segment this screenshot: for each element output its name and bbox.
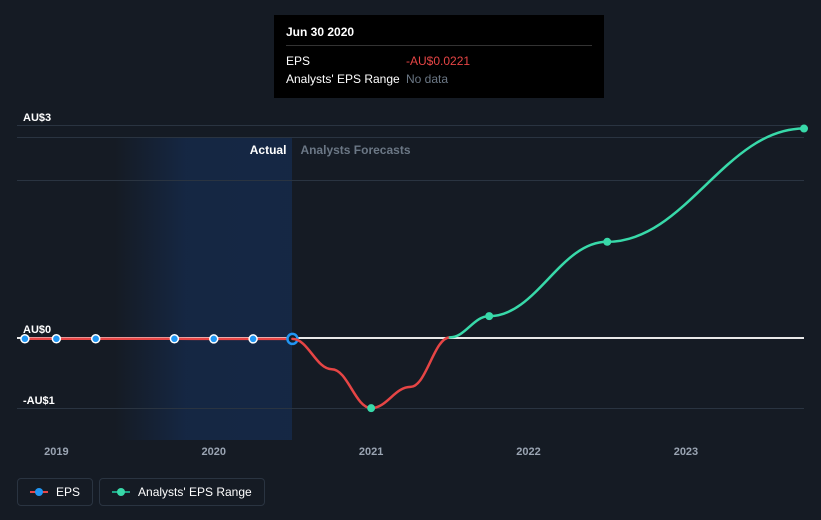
chart-tooltip: Jun 30 2020 EPS-AU$0.0221Analysts' EPS R… [274, 15, 604, 98]
legend-swatch-icon [30, 488, 48, 496]
tooltip-row-value: -AU$0.0221 [406, 54, 470, 68]
x-axis-tick-label: 2019 [44, 446, 68, 458]
x-axis-tick-label: 2021 [359, 446, 383, 458]
legend-item-label: EPS [56, 485, 80, 499]
series-line [292, 337, 449, 408]
chart-legend: EPS Analysts' EPS Range [17, 478, 265, 506]
legend-item-label: Analysts' EPS Range [138, 485, 252, 499]
x-axis-tick-label: 2020 [202, 446, 226, 458]
series-marker [52, 335, 60, 343]
legend-item[interactable]: Analysts' EPS Range [99, 478, 265, 506]
x-axis-tick-label: 2023 [674, 446, 698, 458]
legend-item[interactable]: EPS [17, 478, 93, 506]
legend-swatch-icon [112, 488, 130, 496]
tooltip-row: Analysts' EPS RangeNo data [286, 70, 592, 88]
series-marker [249, 335, 257, 343]
tooltip-row: EPS-AU$0.0221 [286, 52, 592, 70]
series-marker [800, 125, 808, 133]
chart-lines [17, 125, 804, 440]
series-marker [210, 335, 218, 343]
x-axis-tick-label: 2022 [516, 446, 540, 458]
eps-chart: AU$3AU$0-AU$120192020202120222023ActualA… [0, 0, 821, 520]
series-marker [21, 335, 29, 343]
series-marker [367, 404, 375, 412]
plot-area: AU$3AU$0-AU$120192020202120222023ActualA… [17, 125, 804, 440]
series-marker [92, 335, 100, 343]
tooltip-row-label: Analysts' EPS Range [286, 72, 406, 86]
series-marker [170, 335, 178, 343]
tooltip-date: Jun 30 2020 [286, 25, 592, 46]
series-marker [603, 238, 611, 246]
series-line [450, 129, 804, 338]
tooltip-row-label: EPS [286, 54, 406, 68]
tooltip-row-value: No data [406, 72, 448, 86]
y-axis-tick-label: AU$3 [23, 112, 51, 124]
series-marker [485, 312, 493, 320]
